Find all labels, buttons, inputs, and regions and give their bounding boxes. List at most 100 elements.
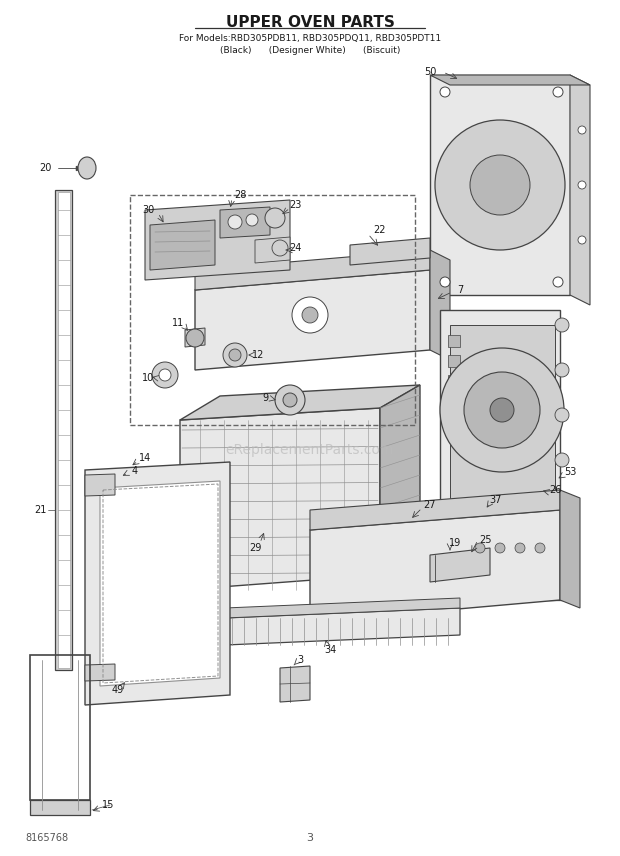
Circle shape [470,155,530,215]
Circle shape [440,87,450,97]
Text: 4: 4 [132,466,138,476]
Polygon shape [225,598,460,618]
Circle shape [578,236,586,244]
Circle shape [265,208,285,228]
Circle shape [495,543,505,553]
Text: 26: 26 [549,485,561,495]
Polygon shape [430,250,450,360]
Circle shape [535,543,545,553]
Circle shape [435,120,565,250]
Text: 27: 27 [423,500,436,510]
Circle shape [555,363,569,377]
Polygon shape [225,608,460,645]
Text: 21: 21 [34,505,46,515]
Text: 50: 50 [424,67,436,77]
Circle shape [464,372,540,448]
Polygon shape [448,355,460,367]
Polygon shape [30,800,90,815]
Text: 25: 25 [479,535,491,545]
Polygon shape [310,490,560,530]
Text: 34: 34 [324,645,336,655]
Text: 23: 23 [289,200,301,210]
Text: 14: 14 [139,453,151,463]
Polygon shape [180,385,420,420]
Polygon shape [448,395,460,407]
Polygon shape [570,75,590,305]
Polygon shape [280,666,310,702]
Text: 22: 22 [374,225,386,235]
Polygon shape [460,510,570,600]
Circle shape [555,408,569,422]
Text: 15: 15 [102,800,114,810]
Circle shape [515,543,525,553]
Text: For Models:RBD305PDB11, RBD305PDQ11, RBD305PDT11: For Models:RBD305PDB11, RBD305PDQ11, RBD… [179,33,441,43]
Polygon shape [85,462,230,705]
Text: 7: 7 [457,285,463,295]
Circle shape [159,369,171,381]
Circle shape [555,453,569,467]
Ellipse shape [78,157,96,179]
Text: 37: 37 [489,495,501,505]
Polygon shape [560,490,580,608]
Text: 20: 20 [39,163,51,173]
Circle shape [246,214,258,226]
Text: 19: 19 [449,538,461,548]
Text: 8165768: 8165768 [25,833,68,843]
Circle shape [490,398,514,422]
Polygon shape [285,400,295,415]
Text: 53: 53 [564,467,576,477]
Polygon shape [430,548,490,582]
Polygon shape [440,310,560,575]
Circle shape [553,277,563,287]
Text: 24: 24 [289,243,301,253]
Polygon shape [448,375,460,387]
Circle shape [475,543,485,553]
Polygon shape [430,75,590,85]
Polygon shape [145,200,290,280]
Circle shape [578,181,586,189]
Polygon shape [430,75,570,295]
Circle shape [553,87,563,97]
Circle shape [275,385,305,415]
Text: 3: 3 [297,655,303,665]
Polygon shape [220,207,270,238]
Bar [130,195,415,425]
Circle shape [223,343,247,367]
Text: 3: 3 [306,833,314,843]
Polygon shape [465,525,565,585]
Polygon shape [195,270,430,370]
Text: 10: 10 [142,373,154,383]
Circle shape [229,349,241,361]
Text: (Black)      (Designer White)      (Biscuit): (Black) (Designer White) (Biscuit) [220,45,400,55]
Circle shape [186,329,204,347]
Circle shape [152,362,178,388]
Circle shape [272,240,288,256]
Text: eReplacementParts.com: eReplacementParts.com [226,443,394,457]
Text: 11: 11 [172,318,184,328]
Text: 28: 28 [234,190,246,200]
Polygon shape [85,474,115,496]
Circle shape [440,348,564,472]
Text: 29: 29 [249,543,261,553]
Polygon shape [310,510,560,622]
Polygon shape [350,238,430,265]
Polygon shape [180,408,380,590]
Text: 9: 9 [262,393,268,403]
Circle shape [440,277,450,287]
Circle shape [302,307,318,323]
Polygon shape [150,220,215,270]
Circle shape [228,215,242,229]
Polygon shape [195,250,430,290]
Text: 30: 30 [142,205,154,215]
Polygon shape [58,192,70,668]
Polygon shape [450,325,555,500]
Circle shape [292,297,328,333]
Polygon shape [255,237,290,263]
Circle shape [555,318,569,332]
Circle shape [283,393,297,407]
Polygon shape [448,335,460,347]
Polygon shape [100,481,220,686]
Polygon shape [185,328,205,347]
Circle shape [578,126,586,134]
Text: 49: 49 [112,685,124,695]
